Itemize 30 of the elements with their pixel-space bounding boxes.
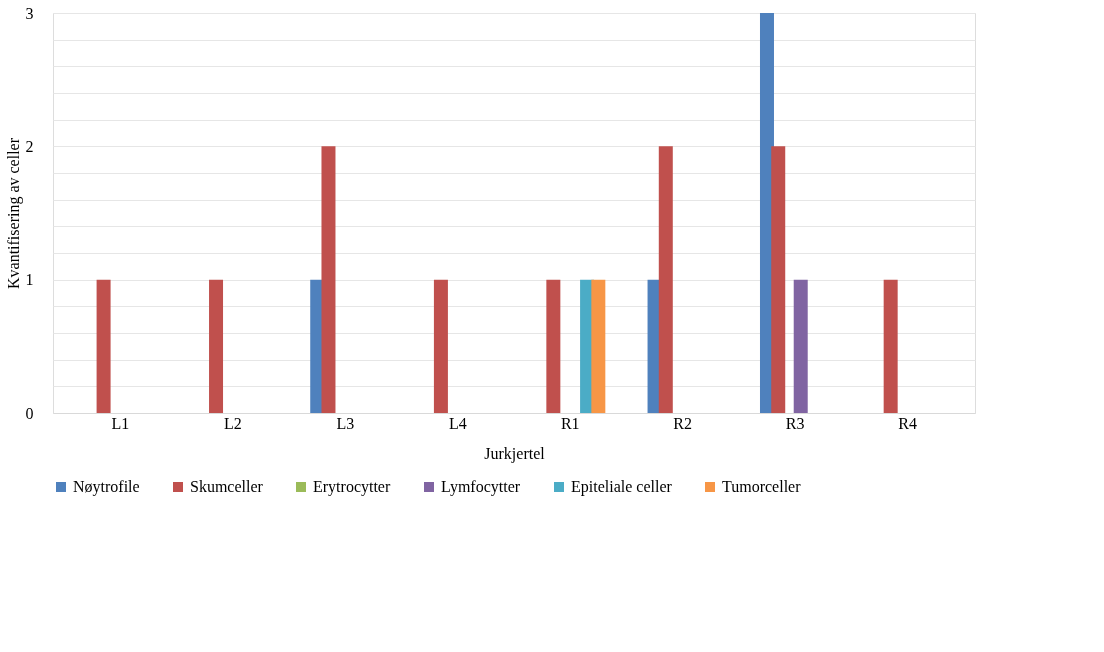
y-tick-label: 1: [25, 271, 34, 289]
bar: [209, 279, 224, 413]
legend-label: Tumorceller: [722, 478, 802, 495]
legend-label: Lymfocytter: [441, 478, 521, 496]
x-axis-title: Jurkjertel: [484, 444, 546, 463]
x-tick-label: L1: [111, 414, 130, 432]
bar: [321, 146, 336, 413]
x-tick-label: L3: [336, 414, 355, 432]
y-tick-label: 3: [25, 4, 34, 22]
bar: [546, 279, 561, 413]
bar: [96, 279, 111, 413]
bar: [658, 146, 673, 413]
y-axis-title: Kvantifisering av celler: [4, 137, 23, 290]
bar: [591, 279, 606, 413]
bar: [883, 279, 898, 413]
x-tick-label: L4: [448, 414, 467, 432]
bar: [793, 279, 808, 413]
bar: [771, 146, 786, 413]
x-tick-label: R4: [898, 414, 917, 432]
y-tick-label: 2: [25, 137, 34, 155]
y-tick-label: 0: [25, 404, 34, 422]
legend-label: Nøytrofile: [73, 478, 140, 496]
legend-label: Erytrocytter: [313, 478, 391, 496]
bar: [433, 279, 448, 413]
x-tick-label: L2: [224, 414, 242, 432]
legend-label: Skumceller: [190, 478, 264, 495]
x-tick-label: R3: [785, 414, 805, 432]
x-tick-label: R2: [673, 414, 692, 432]
legend-label: Epiteliale celler: [571, 478, 673, 496]
x-tick-label: R1: [560, 414, 580, 432]
